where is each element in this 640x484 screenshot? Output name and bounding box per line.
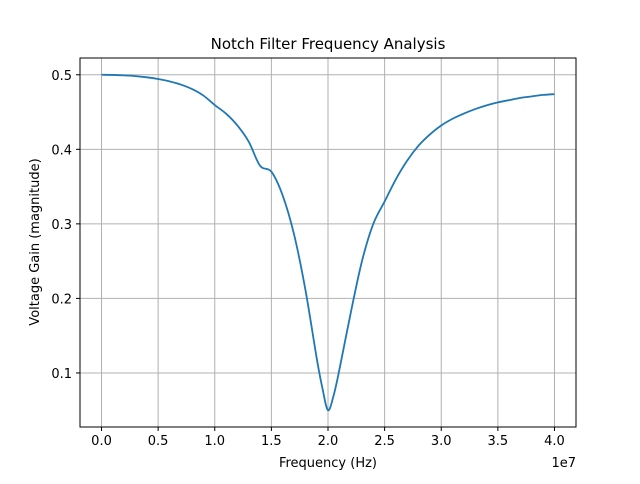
x-offset-label: 1e7 xyxy=(551,456,576,471)
y-axis-label: Voltage Gain (magnitude) xyxy=(28,158,43,325)
x-tick-label: 1.0 xyxy=(204,434,225,449)
grid xyxy=(80,58,576,427)
x-axis-label: Frequency (Hz) xyxy=(279,456,377,471)
y-tick-label: 0.2 xyxy=(51,292,72,307)
y-tick-label: 0.4 xyxy=(51,143,72,158)
y-tick-label: 0.3 xyxy=(51,218,72,233)
series-line xyxy=(101,73,555,412)
x-tick-label: 0.0 xyxy=(91,434,112,449)
x-tick-label: 3.5 xyxy=(488,434,509,449)
chart-title: Notch Filter Frequency Analysis xyxy=(211,35,446,53)
y-tick-label: 0.1 xyxy=(51,367,72,382)
series-layer xyxy=(101,73,555,412)
x-tick-label: 2.0 xyxy=(318,434,339,449)
x-tick-label: 4.0 xyxy=(544,434,565,449)
x-tick-label: 1.5 xyxy=(261,434,282,449)
x-tick-label: 3.0 xyxy=(431,434,452,449)
ticks: 0.0 0.5 1.0 1.5 2.0 2.5 3.0 3.5 4.0 0.1 0.2 0.3 0.4 0… xyxy=(51,69,565,449)
y-tick-label: 0.5 xyxy=(51,69,72,84)
x-tick-label: 2.5 xyxy=(374,434,395,449)
x-tick-label: 0.5 xyxy=(148,434,169,449)
